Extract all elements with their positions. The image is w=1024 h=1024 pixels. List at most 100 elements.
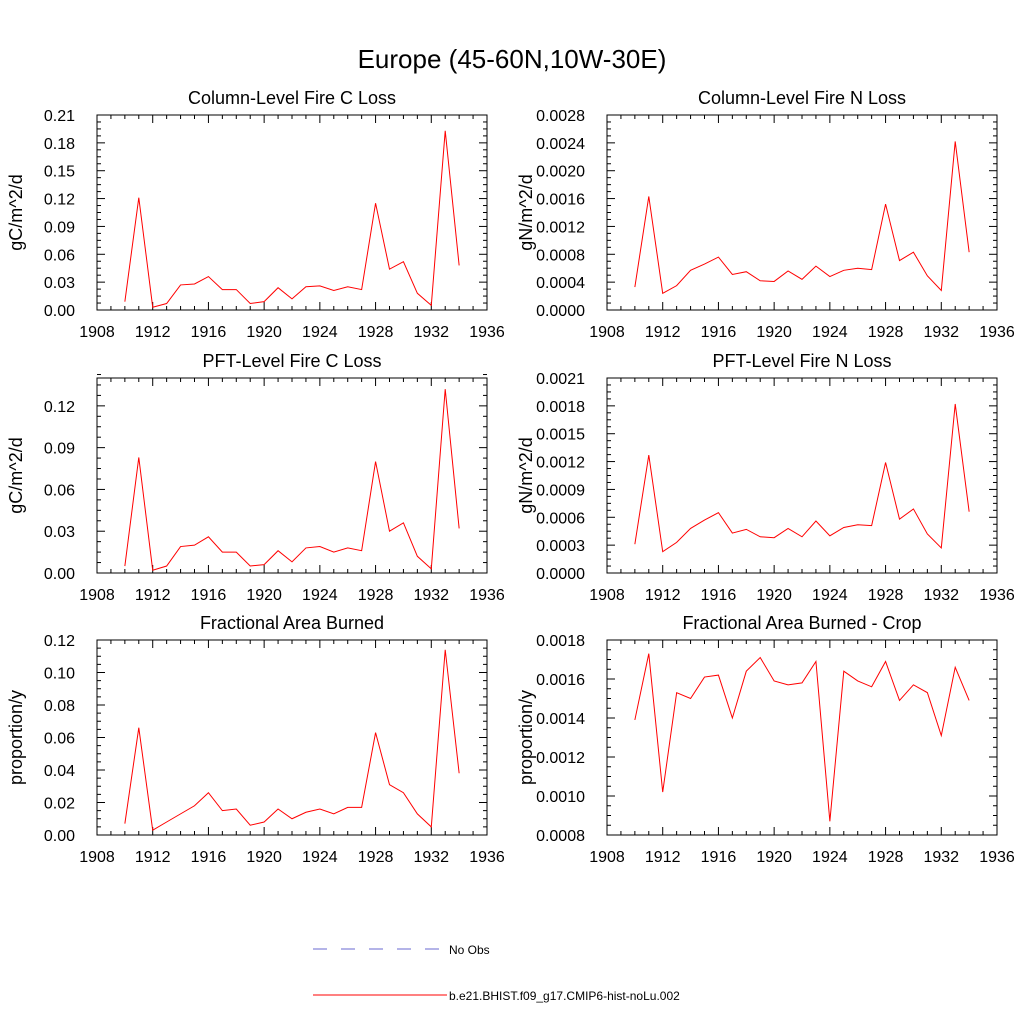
y-tick-label: 0.0020 — [536, 164, 585, 181]
chart-panel: Fractional Area Burned proportion/y 1908 19… — [6, 613, 505, 866]
x-tick-label: 1928 — [868, 324, 904, 341]
x-tick-label: 1920 — [246, 587, 282, 604]
y-tick-label: 0.0010 — [536, 789, 585, 806]
y-tick-label: 0.0018 — [536, 633, 585, 650]
series-line — [634, 403, 970, 553]
x-tick-label: 1920 — [756, 324, 792, 341]
y-tick-label: 0.0003 — [536, 538, 585, 555]
series-line — [634, 141, 970, 295]
x-tick-label: 1912 — [135, 849, 171, 866]
chart-panel: Fractional Area Burned - Crop proportion/… — [516, 613, 1015, 866]
x-tick-label: 1924 — [302, 849, 338, 866]
obs-legend-label: No Obs — [449, 943, 490, 957]
x-tick-label: 1936 — [469, 849, 505, 866]
y-tick-label: 0.09 — [44, 219, 75, 236]
chart-panel: PFT-Level Fire C Loss gC/m^2/d 1908 1912 191… — [6, 351, 505, 604]
x-tick-label: 1924 — [302, 324, 338, 341]
y-tick-label: 0.02 — [44, 796, 75, 813]
y-tick-label: 0.04 — [44, 763, 75, 780]
y-tick-label: 0.0012 — [536, 750, 585, 767]
x-tick-label: 1924 — [812, 587, 848, 604]
y-tick-label: 0.08 — [44, 698, 75, 715]
x-tick-label: 1936 — [979, 324, 1015, 341]
y-tick-label: 0.03 — [44, 275, 75, 292]
series-line — [124, 130, 460, 308]
x-tick-label: 1912 — [135, 587, 171, 604]
panel-title: Column-Level Fire N Loss — [698, 88, 906, 108]
x-tick-label: 1916 — [701, 324, 737, 341]
plot-frame — [96, 639, 488, 836]
panels: Column-Level Fire C Loss gC/m^2/d 1908 1912… — [6, 88, 1015, 866]
plot-frame — [96, 114, 488, 311]
x-tick-label: 1912 — [645, 324, 681, 341]
y-tick-label: 0.0021 — [536, 371, 585, 388]
y-tick-label: 0.10 — [44, 666, 75, 683]
x-tick-label: 1928 — [358, 849, 394, 866]
x-tick-label: 1932 — [923, 324, 959, 341]
y-tick-label: 0.15 — [44, 164, 75, 181]
x-tick-label: 1920 — [756, 587, 792, 604]
y-tick-label: 0.0008 — [536, 247, 585, 264]
legend: No Obs b.e21.BHIST.f09_g17.CMIP6-hist-no… — [313, 943, 680, 1003]
x-tick-label: 1928 — [868, 849, 904, 866]
y-tick-label: 0.0016 — [536, 192, 585, 209]
y-tick-label: 0.0004 — [536, 275, 585, 292]
x-tick-label: 1916 — [191, 587, 227, 604]
x-tick-label: 1928 — [358, 324, 394, 341]
panel-title: PFT-Level Fire N Loss — [712, 351, 891, 371]
panel-title: Fractional Area Burned - Crop — [682, 613, 921, 633]
y-tick-label: 0.00 — [44, 303, 75, 320]
y-tick-label: 0.0024 — [536, 136, 585, 153]
plot-frame — [96, 377, 488, 574]
chart-panel: PFT-Level Fire N Loss gN/m^2/d 1908 1912 191… — [516, 351, 1015, 604]
x-tick-label: 1908 — [589, 587, 625, 604]
x-tick-label: 1936 — [469, 324, 505, 341]
y-axis-label: gN/m^2/d — [516, 174, 536, 250]
x-tick-label: 1916 — [701, 587, 737, 604]
y-tick-label: 0.0014 — [536, 711, 585, 728]
y-tick-label: 0.0000 — [536, 303, 585, 320]
x-tick-label: 1932 — [413, 587, 449, 604]
x-tick-label: 1908 — [589, 324, 625, 341]
x-tick-label: 1932 — [413, 324, 449, 341]
panel-title: PFT-Level Fire C Loss — [202, 351, 381, 371]
y-tick-label: 0.18 — [44, 136, 75, 153]
y-tick-label: 0.12 — [44, 192, 75, 209]
series-line — [124, 389, 460, 571]
x-tick-label: 1920 — [756, 849, 792, 866]
y-tick-label: 0.0008 — [536, 828, 585, 845]
panel-title: Column-Level Fire C Loss — [188, 88, 396, 108]
y-tick-label: 0.09 — [44, 441, 75, 458]
y-tick-label: 0.21 — [44, 108, 75, 125]
x-tick-label: 1916 — [701, 849, 737, 866]
x-tick-label: 1916 — [191, 849, 227, 866]
y-tick-label: 0.12 — [44, 399, 75, 416]
x-tick-label: 1928 — [868, 587, 904, 604]
y-axis-label: gC/m^2/d — [6, 437, 26, 513]
y-tick-label: 0.06 — [44, 247, 75, 264]
y-axis-label: proportion/y — [516, 690, 536, 785]
y-tick-label: 0.00 — [44, 828, 75, 845]
x-tick-label: 1912 — [645, 849, 681, 866]
y-axis-label: gC/m^2/d — [6, 174, 26, 250]
y-tick-label: 0.0012 — [536, 219, 585, 236]
x-tick-label: 1924 — [812, 324, 848, 341]
panel-title: Fractional Area Burned — [200, 613, 384, 633]
plot-frame — [606, 377, 998, 574]
plot-frame — [606, 114, 998, 311]
x-tick-label: 1908 — [79, 849, 115, 866]
x-tick-label: 1908 — [79, 324, 115, 341]
y-tick-label: 0.0018 — [536, 399, 585, 416]
y-tick-label: 0.12 — [44, 633, 75, 650]
chart-panel: Column-Level Fire N Loss gN/m^2/d 1908 1912… — [516, 88, 1015, 341]
x-tick-label: 1908 — [589, 849, 625, 866]
x-tick-label: 1932 — [413, 849, 449, 866]
model-legend-label: b.e21.BHIST.f09_g17.CMIP6-hist-noLu.002 — [449, 989, 680, 1003]
plot-frame — [606, 639, 998, 836]
x-tick-label: 1928 — [358, 587, 394, 604]
x-tick-label: 1936 — [979, 849, 1015, 866]
y-tick-label: 0.0012 — [536, 455, 585, 472]
y-tick-label: 0.0028 — [536, 108, 585, 125]
series-line — [634, 653, 970, 822]
chart-panel: Column-Level Fire C Loss gC/m^2/d 1908 1912… — [6, 88, 505, 341]
